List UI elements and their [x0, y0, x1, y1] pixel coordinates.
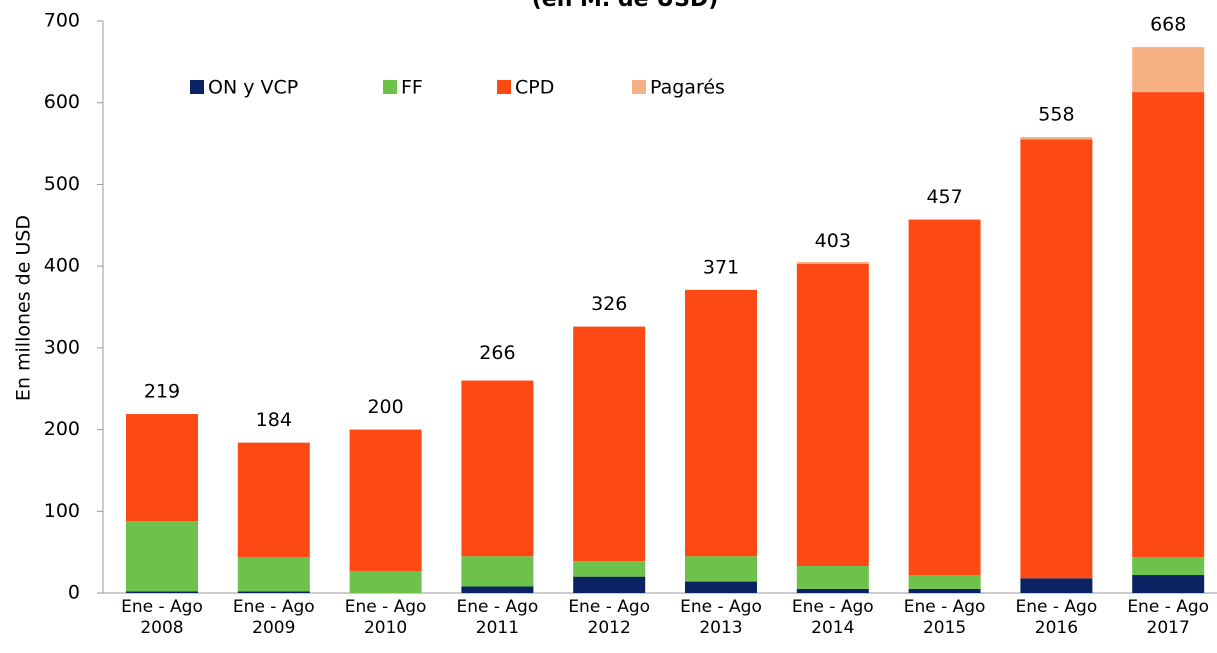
x-tick-label: Ene - Ago 2012	[568, 597, 651, 638]
y-tick-label: 0	[68, 582, 80, 604]
bar-segment	[685, 556, 757, 582]
x-tick-label: Ene - Ago 2016	[1015, 597, 1098, 638]
chart-title: (en M. de USD)	[532, 0, 719, 12]
legend-swatch	[383, 80, 397, 94]
total-label: 200	[367, 396, 403, 418]
bar-segment	[908, 575, 981, 589]
y-tick-label: 300	[44, 336, 80, 358]
bar-segment	[573, 561, 646, 577]
bar-segment	[237, 442, 310, 558]
total-label: 326	[591, 293, 627, 315]
bar-segment	[126, 414, 198, 522]
x-tick-label: Ene - Ago 2014	[791, 597, 874, 638]
bar-segment	[796, 262, 869, 264]
legend-label: Pagarés	[650, 77, 725, 99]
bar-segment	[349, 429, 422, 571]
total-label: 668	[1150, 14, 1186, 36]
y-tick-label: 100	[44, 500, 80, 522]
bar-segment	[1020, 137, 1093, 140]
legend-swatch	[632, 80, 646, 94]
x-tick-label: Ene - Ago 2017	[1127, 597, 1210, 638]
x-tick-label: Ene - Ago 2015	[903, 597, 986, 638]
x-tick-label: Ene - Ago 2009	[232, 597, 315, 638]
legend-swatch	[190, 80, 204, 94]
y-tick-label: 700	[44, 10, 80, 32]
legend-label: ON y VCP	[208, 77, 298, 99]
legend-label: FF	[401, 77, 423, 99]
bar-segment	[796, 263, 869, 567]
bar-segment	[126, 591, 198, 593]
bar-segment	[1132, 557, 1205, 576]
total-label: 266	[479, 342, 515, 364]
bar-segment	[1132, 47, 1205, 93]
y-tick-label: 600	[44, 91, 80, 113]
bar-segment	[237, 591, 310, 593]
total-label: 558	[1038, 104, 1074, 126]
bar-segment	[349, 570, 422, 593]
bar-segment	[461, 556, 534, 587]
bar-segment	[573, 326, 646, 562]
bar-segment	[796, 588, 869, 593]
bar-segment	[685, 289, 757, 557]
bar-segment	[126, 521, 198, 592]
bar-segment	[1020, 139, 1093, 579]
total-label: 371	[703, 256, 739, 278]
bar-segment	[461, 586, 534, 593]
total-label: 219	[144, 381, 180, 403]
x-tick-label: Ene - Ago 2011	[456, 597, 539, 638]
bar-segment	[1132, 575, 1205, 593]
bar-segment	[237, 557, 310, 592]
x-tick-label: Ene - Ago 2013	[680, 597, 762, 638]
x-tick-label: Ene - Ago 2008	[121, 597, 203, 638]
legend-swatch	[497, 80, 511, 94]
bar-segment	[1020, 578, 1093, 593]
total-label: 403	[815, 230, 851, 252]
y-tick-label: 400	[44, 255, 80, 277]
total-label: 184	[256, 409, 292, 431]
y-axis-label: En millones de USD	[13, 215, 35, 401]
bar-segment	[573, 576, 646, 593]
bar-segment	[796, 566, 869, 589]
y-tick-label: 200	[44, 418, 80, 440]
legend-label: CPD	[515, 77, 554, 99]
y-tick-label: 500	[44, 173, 80, 195]
total-label: 457	[926, 186, 962, 208]
bar-segment	[685, 581, 757, 593]
bar-segment	[1132, 92, 1205, 558]
x-tick-label: Ene - Ago 2010	[344, 597, 427, 638]
bar-segment	[908, 588, 981, 593]
bar-segment	[461, 380, 534, 557]
bar-segment	[908, 219, 981, 576]
